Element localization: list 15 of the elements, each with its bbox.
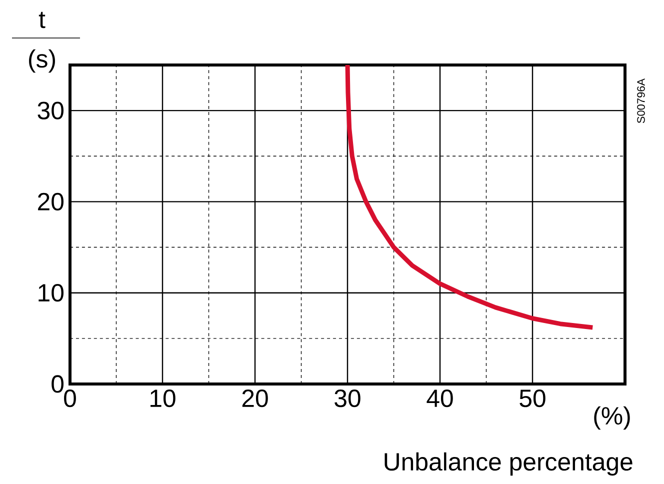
x-tick-label: 30 (334, 390, 360, 408)
text: (%) (594, 406, 630, 430)
x-tick-label: 0 (64, 390, 76, 408)
x-tick-label: 50 (520, 390, 546, 408)
y-tick-label: 30 (38, 102, 64, 120)
text: S00796A (637, 78, 645, 124)
text: (s) (29, 49, 55, 73)
x-axis-title: Unbalance percentage (384, 452, 632, 476)
x-tick-label: 10 (150, 390, 176, 408)
x-tick-label: 20 (242, 390, 268, 408)
y-tick-label: 10 (38, 284, 64, 302)
y-tick-label: 0 (52, 375, 64, 393)
y-tick-label: 20 (38, 192, 64, 211)
y-axis-title: t (38, 12, 46, 28)
x-tick-label: 40 (426, 390, 453, 408)
